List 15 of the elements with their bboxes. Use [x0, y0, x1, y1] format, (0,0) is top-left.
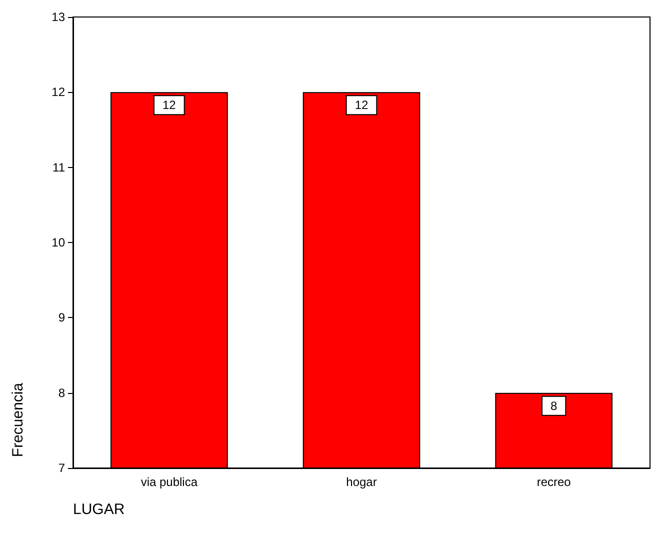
y-tick-label: 8	[58, 386, 66, 400]
y-tick-label: 11	[52, 160, 66, 174]
x-tick-label: via publica	[140, 475, 198, 489]
data-label: 12	[162, 98, 176, 112]
y-tick-label: 9	[58, 310, 66, 325]
y-tick-label: 10	[52, 236, 66, 250]
y-tick-label: 12	[52, 85, 66, 100]
y-tick-label: 7	[58, 461, 66, 475]
x-axis-title: LUGAR	[73, 501, 125, 518]
y-axis-title: Frecuencia	[10, 382, 26, 458]
data-label: 12	[354, 98, 368, 112]
data-label: 8	[550, 398, 558, 413]
y-tick-label: 13	[52, 10, 66, 24]
x-tick-label: hogar	[346, 475, 377, 489]
x-tick-label: recreo	[536, 475, 572, 489]
